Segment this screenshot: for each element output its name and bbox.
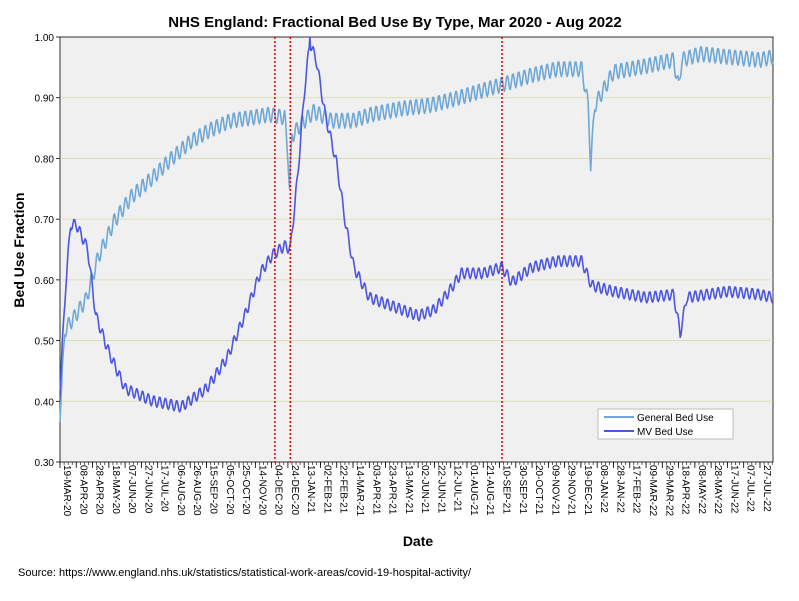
x-tick-label: 20-OCT-21	[533, 465, 544, 515]
x-tick-label: 02-FEB-21	[321, 465, 332, 514]
x-axis-ticks: 19-MAR-20 08-APR-20 28-APR-20 18-MAY-20 07-J…	[59, 462, 773, 517]
y-tick-label: 0.60	[35, 276, 55, 287]
reference-lines	[274, 37, 503, 462]
x-tick-label: 06-AUG-20	[175, 465, 186, 516]
x-tick-label: 09-NOV-21	[549, 465, 560, 515]
x-tick-label: 18-APR-22	[680, 465, 691, 515]
legend-label-general: General Bed Use	[637, 413, 714, 424]
x-tick-label: 19-MAR-20	[61, 465, 72, 517]
legend-box	[597, 408, 734, 440]
x-tick-label: 12-JUL-21	[452, 465, 463, 512]
y-tick-label: 0.30	[35, 458, 55, 469]
x-axis-label: Date	[403, 533, 434, 549]
x-tick-label: 17-JUN-22	[728, 465, 739, 514]
x-tick-label: 17-FEB-22	[631, 465, 642, 514]
x-tick-label: 10-SEP-21	[501, 465, 512, 514]
x-tick-label: 24-DEC-20	[289, 465, 300, 515]
x-tick-label: 29-MAR-22	[663, 465, 674, 517]
legend: General Bed Use MV Bed Use	[597, 408, 734, 440]
x-tick-label: 03-APR-21	[370, 465, 381, 515]
x-tick-label: 18-MAY-20	[110, 465, 121, 514]
x-tick-label: 22-FEB-21	[338, 465, 349, 514]
x-tick-label: 27-JUN-20	[142, 465, 153, 514]
y-tick-label: 0.70	[35, 215, 55, 226]
x-tick-label: 23-APR-21	[387, 465, 398, 515]
x-tick-label: 25-OCT-20	[240, 465, 251, 515]
x-tick-label: 30-SEP-21	[517, 465, 528, 514]
legend-label-mv: MV Bed Use	[637, 427, 694, 438]
y-tick-label: 0.40	[35, 397, 55, 408]
series-layer	[59, 36, 774, 423]
y-tick-label: 0.90	[35, 94, 55, 105]
x-tick-label: 21-AUG-21	[484, 465, 495, 516]
x-tick-label: 27-JUL-22	[761, 465, 772, 512]
x-tick-label: 14-MAR-21	[354, 465, 365, 517]
x-tick-label: 26-AUG-20	[191, 465, 202, 516]
series-line-general	[59, 46, 774, 423]
x-tick-label: 02-JUN-21	[419, 465, 430, 514]
y-axis-ticks: 0.30 0.40 0.50 0.60 0.70 0.80 0.90 1.00	[35, 33, 60, 469]
x-tick-label: 08-APR-20	[77, 465, 88, 515]
x-tick-label: 19-DEC-21	[582, 465, 593, 515]
x-tick-label: 07-JUN-20	[126, 465, 137, 514]
y-tick-label: 0.50	[35, 337, 55, 348]
chart-title: NHS England: Fractional Bed Use By Type,…	[168, 14, 621, 31]
x-tick-label: 28-JAN-22	[614, 465, 625, 513]
series-line-mv	[59, 36, 774, 413]
x-tick-label: 14-NOV-20	[256, 465, 267, 515]
x-tick-label: 13-MAY-21	[403, 465, 414, 514]
x-tick-label: 05-OCT-20	[224, 465, 235, 515]
x-tick-label: 08-JAN-22	[598, 465, 609, 513]
y-axis-label: Bed Use Fraction	[11, 192, 27, 307]
x-tick-label: 04-DEC-20	[273, 465, 284, 515]
x-tick-label: 07-JUL-22	[745, 465, 756, 512]
x-tick-label: 17-JUL-20	[159, 465, 170, 512]
x-tick-label: 09-MAR-22	[647, 465, 658, 517]
x-tick-label: 13-JAN-21	[305, 465, 316, 513]
x-tick-label: 22-JUN-21	[435, 465, 446, 514]
x-tick-label: 01-AUG-21	[468, 465, 479, 516]
x-tick-label: 28-MAY-22	[712, 465, 723, 514]
y-tick-label: 1.00	[35, 33, 55, 44]
plot-area	[59, 36, 774, 463]
x-tick-label: 28-APR-20	[94, 465, 105, 515]
x-tick-label: 29-NOV-21	[566, 465, 577, 515]
x-tick-label: 08-MAY-22	[696, 465, 707, 514]
x-tick-label: 15-SEP-20	[208, 465, 219, 514]
y-tick-label: 0.80	[35, 154, 55, 165]
source-note: Source: https://www.england.nhs.uk/stati…	[18, 567, 472, 579]
